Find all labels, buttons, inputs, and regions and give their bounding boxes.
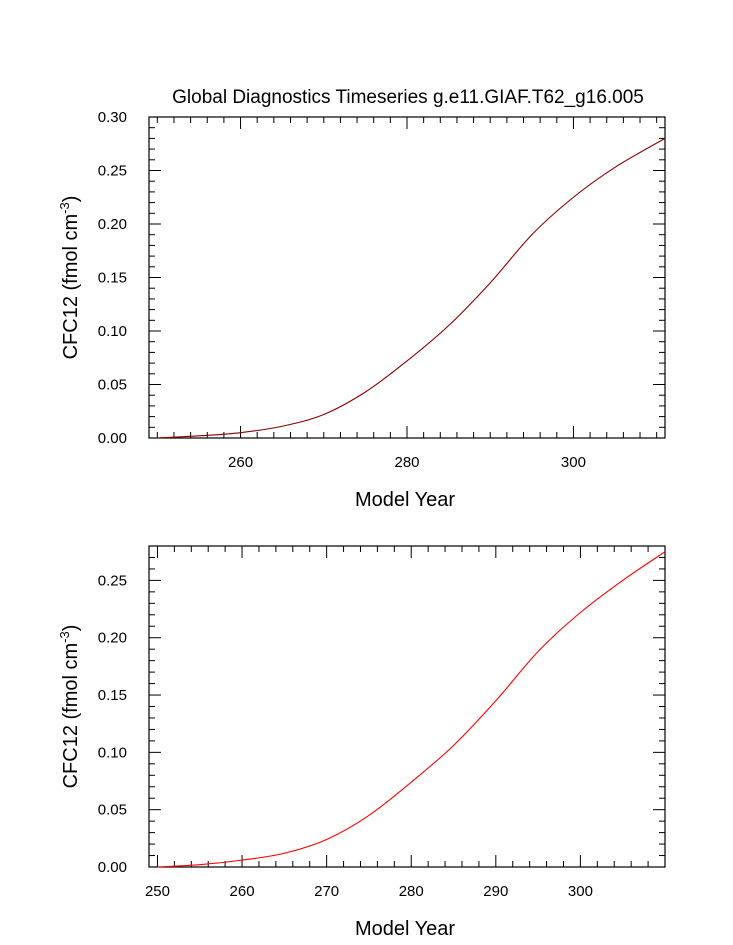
x-tick-label: 280 <box>399 883 424 900</box>
x-axis-label: Model Year <box>355 918 455 940</box>
x-tick-label: 260 <box>230 883 255 900</box>
y-tick-label: 0.25 <box>98 163 127 180</box>
y-tick-label: 0.05 <box>98 802 127 819</box>
y-tick-label: 0.05 <box>98 377 127 394</box>
y-axis-label: CFC12 (fmol cm-3) <box>57 625 82 789</box>
chart-title: Global Diagnostics Timeseries g.e11.GIAF… <box>172 87 644 108</box>
y-tick-label: 0.10 <box>98 323 127 340</box>
tick-marks <box>149 116 665 439</box>
y-tick-label: 0.30 <box>98 109 127 126</box>
y-tick-label: 0.00 <box>98 430 127 447</box>
y-tick-label: 0.15 <box>98 687 127 704</box>
y-tick-label: 0.15 <box>98 270 127 287</box>
y-tick-label: 0.25 <box>98 572 127 589</box>
y-tick-label: 0.00 <box>98 859 127 876</box>
x-tick-label: 260 <box>228 454 253 471</box>
y-tick-label: 0.10 <box>98 744 127 761</box>
y-tick-label: 0.20 <box>98 630 127 647</box>
chart-panel-top: 260 280 300 0.00 0.05 0.10 0.15 0.20 0.25 0.30 Mod… <box>57 87 666 511</box>
series-line <box>157 137 666 439</box>
chart-panel-bottom: 250 260 270 280 290 300 0.00 0.05 0.10 0.15 0.20 0.… <box>57 545 666 940</box>
y-axis-label: CFC12 (fmol cm-3) <box>57 196 82 360</box>
plot-frame <box>148 545 666 868</box>
x-tick-label: 250 <box>145 883 170 900</box>
series-line <box>157 551 666 868</box>
x-tick-label: 300 <box>568 883 593 900</box>
plot-frame <box>148 116 666 439</box>
x-tick-label: 280 <box>394 454 419 471</box>
tick-marks <box>149 546 666 868</box>
x-tick-label: 290 <box>483 883 508 900</box>
x-tick-label: 270 <box>314 883 339 900</box>
y-tick-label: 0.20 <box>98 216 127 233</box>
x-axis-label: Model Year <box>355 489 455 511</box>
x-tick-label: 300 <box>561 454 586 471</box>
